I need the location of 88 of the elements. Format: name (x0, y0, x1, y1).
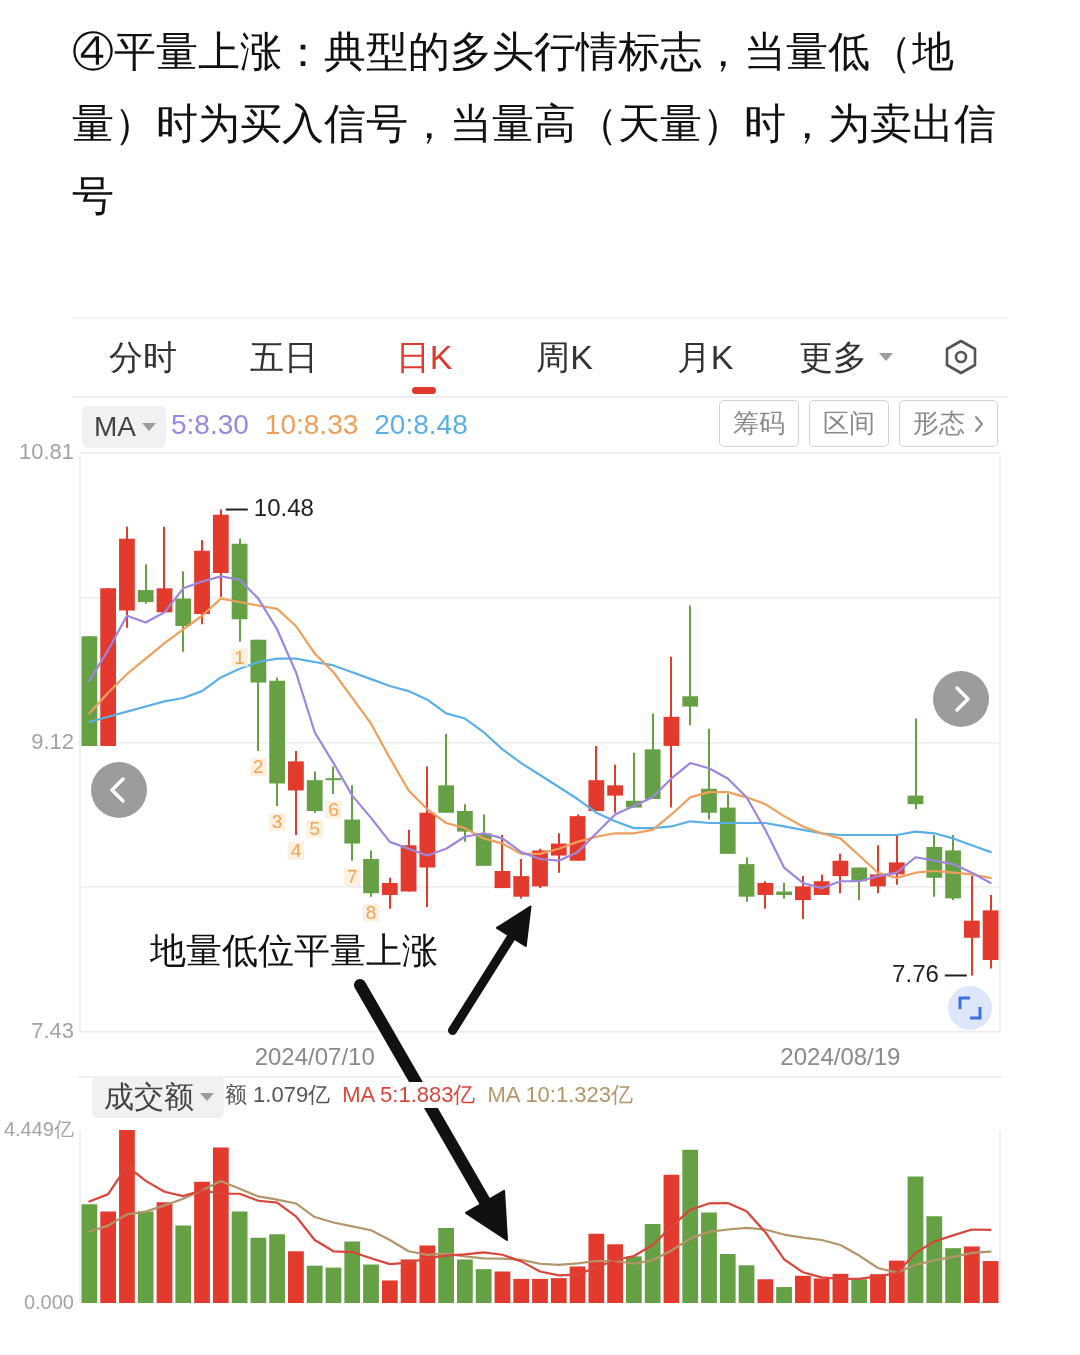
bar (288, 1251, 304, 1303)
candlestick (682, 604, 699, 727)
text: MA 5:1.883亿 (342, 1082, 476, 1108)
bar (682, 1149, 699, 1303)
dropdown-button: MA (82, 406, 166, 448)
button: 区间 (809, 400, 889, 447)
bar (119, 1130, 135, 1303)
bar (194, 1181, 210, 1303)
bar (81, 1204, 98, 1303)
bar (532, 1278, 548, 1303)
bar (719, 1254, 736, 1303)
dropdown-button: 成交额 (92, 1076, 224, 1118)
text: 6 (328, 799, 339, 821)
bar (701, 1212, 717, 1303)
bar (625, 1256, 642, 1303)
text: 1 (234, 646, 245, 668)
text: 10.48 (253, 494, 314, 522)
category-label: 分时 (109, 337, 177, 378)
candlestick (513, 857, 530, 900)
bar (945, 1248, 961, 1303)
text: ④平量上涨：典型的多头行情标志，当量低（地量）时为买入信号，当量高（天量）时，为卖出信号 (72, 27, 997, 221)
y-tick-label: 7.43 (31, 1018, 74, 1044)
category-label: 五日 (249, 337, 318, 378)
candlestick (438, 732, 455, 814)
bar (419, 1245, 436, 1303)
bar (963, 1246, 980, 1303)
text: 20:8.48 (374, 409, 468, 441)
bar (457, 1259, 473, 1303)
button: 形态 (899, 400, 998, 447)
button: 筹码 (719, 400, 799, 447)
bar (813, 1278, 830, 1303)
y-tick-label: 9.12 (31, 728, 74, 754)
category-label: 日K (395, 337, 453, 378)
bar (982, 1261, 999, 1303)
bar (663, 1174, 680, 1303)
bar (607, 1244, 623, 1303)
text: 8 (365, 901, 377, 923)
bar (494, 1271, 511, 1303)
bar (156, 1202, 173, 1303)
candlestick (607, 763, 623, 814)
text: 10:8.33 (264, 409, 359, 441)
annotation: 地量低位平量上涨 (150, 930, 438, 972)
bar (137, 1211, 154, 1303)
text: 2 (253, 756, 264, 778)
text: 5:8.30 (171, 409, 249, 441)
bar (588, 1233, 605, 1303)
candlestick (794, 875, 811, 920)
x-tick-label: 2024/08/19 (780, 1043, 901, 1071)
text: 7 (346, 865, 358, 887)
bar (175, 1225, 192, 1303)
y-tick-label: 10.81 (18, 439, 74, 465)
y-tick-label: 0.000 (23, 1290, 74, 1313)
bar (926, 1216, 943, 1303)
text: 5 (309, 817, 320, 839)
bar (757, 1279, 774, 1303)
text: 4 (290, 840, 302, 862)
bar (644, 1224, 661, 1303)
bar (870, 1274, 886, 1303)
text: 7.76 (892, 960, 939, 988)
bar (344, 1241, 361, 1303)
bar (475, 1269, 492, 1303)
bar (776, 1287, 792, 1303)
bar (851, 1279, 868, 1303)
x-tick-label: 2024/07/10 (254, 1043, 375, 1071)
bar (400, 1259, 417, 1303)
bar (250, 1237, 267, 1303)
bar (363, 1264, 379, 1303)
y-tick-label: 4.449亿 (3, 1117, 74, 1140)
bar (569, 1266, 586, 1303)
text: MA 10:1.323亿 (487, 1082, 634, 1108)
bar (738, 1265, 755, 1303)
bar (231, 1211, 248, 1303)
category-label: 更多 (798, 337, 867, 378)
text: 额 1.079亿 (225, 1082, 331, 1108)
bar (381, 1280, 398, 1303)
category-label: 周K (536, 337, 593, 378)
bar (550, 1278, 567, 1303)
text: 3 (271, 811, 283, 833)
bar (438, 1227, 455, 1303)
bar (306, 1265, 323, 1303)
bar (794, 1275, 811, 1303)
bar (100, 1211, 117, 1303)
category-label: 月K (676, 337, 734, 378)
bar (513, 1278, 530, 1303)
bar (212, 1147, 229, 1303)
bar (325, 1267, 342, 1303)
bar (907, 1176, 924, 1303)
bar (269, 1234, 286, 1303)
